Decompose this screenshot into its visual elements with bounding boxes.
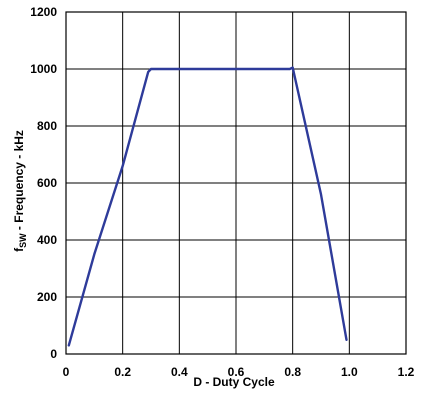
- x-axis-label: D - Duty Cycle: [193, 375, 275, 389]
- y-axis-label: fSW - Frequency - kHz: [12, 130, 28, 252]
- x-tick-label: 1.0: [341, 365, 358, 379]
- y-axis-label-main: f: [12, 247, 26, 252]
- x-tick-labels: 0 0.2 0.4 0.6 0.8 1.0 1.2: [63, 365, 415, 379]
- y-tick-label: 1000: [30, 62, 57, 76]
- y-tick-label: 400: [37, 233, 57, 247]
- y-axis-label-subscript: SW: [18, 233, 28, 248]
- y-tick-label: 800: [37, 119, 57, 133]
- y-tick-label: 1200: [30, 5, 57, 19]
- y-axis-label-rest: - Frequency - kHz: [12, 130, 26, 233]
- y-tick-label: 0: [50, 347, 57, 361]
- y-tick-labels: 0 200 400 600 800 1000 1200: [30, 5, 57, 361]
- x-tick-label: 0.8: [284, 365, 301, 379]
- x-tick-label: 0.6: [228, 365, 245, 379]
- plot-frame: [65, 11, 407, 355]
- series-layer: [67, 66, 348, 347]
- x-tick-label: 0.2: [114, 365, 131, 379]
- x-tick-label: 0: [63, 365, 70, 379]
- y-tick-label: 200: [37, 290, 57, 304]
- x-tick-label: 0.4: [171, 365, 188, 379]
- series-line: [67, 66, 348, 347]
- y-tick-label: 600: [37, 176, 57, 190]
- x-tick-label: 1.2: [398, 365, 415, 379]
